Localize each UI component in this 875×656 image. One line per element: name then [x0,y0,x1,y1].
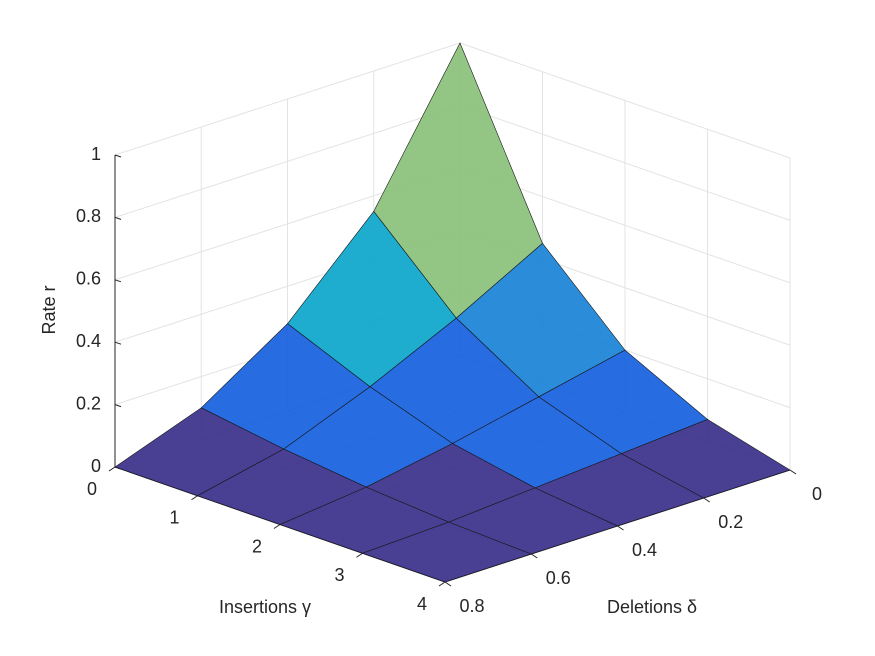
x-tick-label: 4 [417,594,427,614]
z-tick-label: 0.2 [76,393,101,413]
grid-line [459,104,791,221]
grid-line [459,42,791,159]
z-tick [114,404,122,408]
z-tick-label: 0.4 [76,331,101,351]
x-tick-label: 3 [334,565,344,585]
y-tick-label: 0.6 [546,568,571,588]
y-tick [703,497,711,503]
z-tick-label: 0.8 [76,206,101,226]
x-axis-label: Insertions γ [219,597,311,617]
y-axis-label: Deletions δ [607,597,697,617]
x-tick [191,495,198,501]
y-tick-label: 0.8 [459,596,484,616]
z-axis-label: Rate r [39,285,59,334]
x-tick [356,552,363,558]
x-tick-label: 0 [87,479,97,499]
y-tick-label: 0.2 [718,512,743,532]
grid-line [114,104,461,218]
y-tick-label: 0.4 [632,540,657,560]
y-tick-label: 0 [812,484,822,504]
grid-line [114,42,461,156]
x-tick-label: 2 [252,536,262,556]
y-tick [530,553,538,559]
x-tick-label: 1 [169,508,179,528]
z-tick [114,279,122,283]
z-tick-label: 0.6 [76,269,101,289]
surface-patch [361,521,533,583]
y-tick [617,525,624,531]
z-tick [114,154,122,158]
z-tick-label: 1 [91,144,101,164]
z-tick-label: 0 [91,456,101,476]
y-tick [444,581,452,587]
z-tick [114,216,122,220]
z-tick [114,341,122,345]
y-tick [789,469,797,475]
x-tick [273,524,281,529]
x-tick [108,466,116,472]
x-tick [438,581,446,587]
